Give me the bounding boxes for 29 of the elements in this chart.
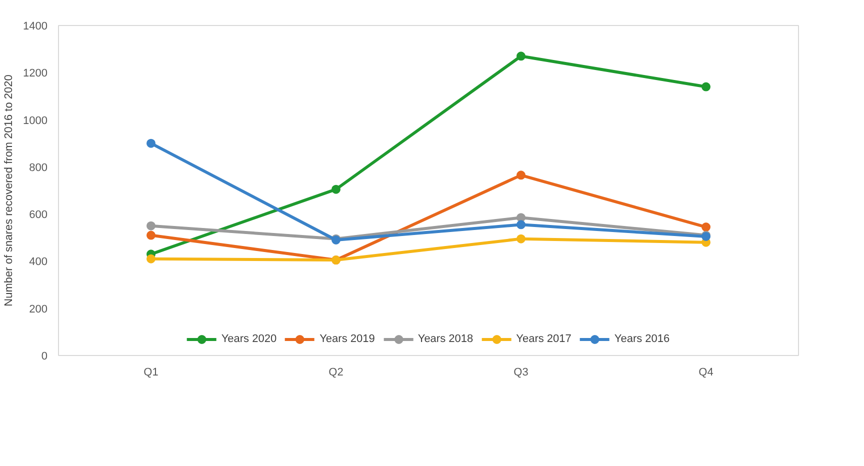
point [702,222,710,232]
point [702,82,710,92]
point [516,234,526,244]
point [146,221,156,230]
point [332,184,340,194]
y-tick-label: 400 [29,256,48,268]
legend-label: Years 2018 [418,333,474,345]
point [146,254,156,264]
point [516,170,526,180]
x-tick-label: Q3 [514,366,528,378]
legend-label: Years 2019 [320,333,375,345]
y-tick-label: 1000 [23,114,48,127]
point [146,138,156,148]
legend-label: Years 2020 [221,333,277,345]
point [516,220,526,230]
y-tick-label: 200 [29,303,48,316]
y-tick-label: 0 [41,350,48,362]
y-tick-label: 1400 [23,20,48,32]
x-tick-label: Q1 [144,366,158,378]
x-tick-label: Q2 [328,366,344,378]
legend-label: Years 2017 [516,333,572,345]
y-tick-label: 1200 [23,68,48,80]
y-tick-label: 800 [29,162,48,174]
y-tick-label: 600 [29,209,48,222]
point [516,52,526,61]
point [146,230,156,240]
x-tick-label: Q4 [698,366,714,378]
legend-label: Years 2016 [614,333,670,345]
y-axis-title: Number of snares recovered from 2016 to 2020 [3,74,16,306]
